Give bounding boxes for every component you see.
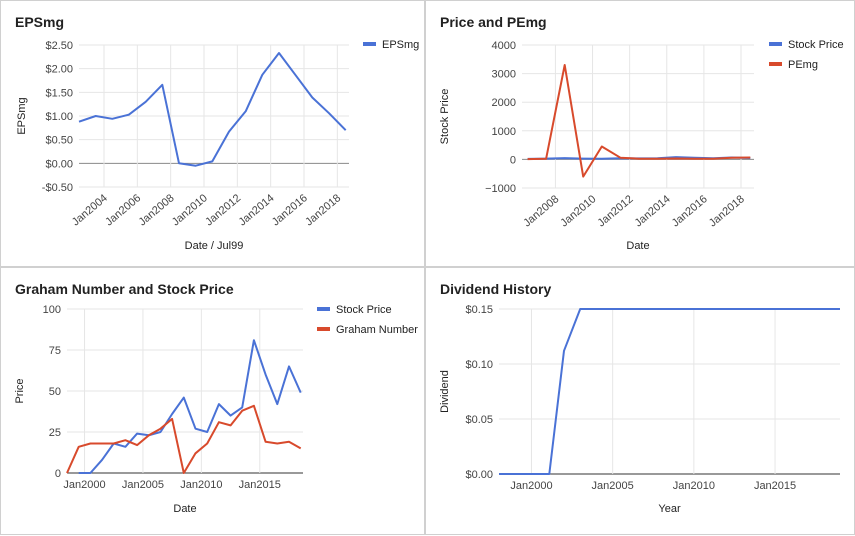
x-tick-label: Jan2018	[707, 193, 747, 229]
y-tick-label: 3000	[492, 69, 516, 81]
x-axis-title: Date / Jul99	[185, 240, 244, 252]
series-line	[78, 52, 347, 167]
legend-swatch	[769, 42, 782, 46]
y-tick-label: -$0.50	[42, 182, 73, 194]
x-tick-label: Jan2005	[592, 480, 634, 492]
price-pemg-chart: −100001000200030004000Jan2008Jan2010Jan2…	[439, 39, 844, 252]
x-tick-label: Jan2010	[673, 480, 715, 492]
y-tick-label: 0	[510, 154, 516, 166]
chart-title: EPSmg	[15, 14, 65, 30]
y-tick-label: 0	[55, 468, 61, 480]
chart-title: Dividend History	[440, 281, 552, 297]
y-axis-title: Dividend	[439, 370, 451, 413]
x-axis-title: Date	[626, 240, 649, 252]
x-tick-label: Jan2005	[122, 479, 164, 491]
x-tick-label: Jan2010	[180, 479, 222, 491]
y-axis-title: Price	[14, 378, 26, 403]
x-tick-label: Jan2010	[170, 192, 210, 228]
x-tick-label: Jan2000	[63, 479, 105, 491]
y-tick-label: $1.00	[45, 111, 73, 123]
y-tick-label: 75	[49, 345, 61, 357]
legend-label: EPSmg	[382, 39, 419, 51]
y-tick-label: $0.15	[465, 304, 493, 316]
x-tick-label: Jan2004	[70, 192, 110, 228]
y-tick-label: $2.00	[45, 64, 73, 76]
y-tick-label: $2.50	[45, 40, 73, 52]
series-line	[78, 339, 302, 474]
y-tick-label: $0.50	[45, 135, 73, 147]
epsmg-chart-panel: EPSmg -$0.50 $0.00 $0.50 $1.00 $1.50 $2.00 $2.…	[0, 0, 425, 267]
x-tick-label: Jan2015	[754, 480, 796, 492]
y-tick-label: $0.05	[465, 414, 493, 426]
legend-label: Graham Number	[336, 324, 418, 336]
legend-swatch	[363, 42, 376, 46]
y-tick-label: 100	[43, 304, 61, 316]
chart-title: Graham Number and Stock Price	[15, 281, 234, 297]
y-tick-label: 4000	[492, 40, 516, 52]
y-tick-label: −1000	[485, 183, 516, 195]
chart-title: Price and PEmg	[440, 14, 547, 30]
y-tick-label: $0.10	[465, 359, 493, 371]
x-axis-title: Date	[173, 503, 196, 515]
series-line	[499, 308, 840, 475]
x-tick-label: Jan2014	[237, 192, 277, 228]
y-tick-label: 25	[49, 427, 61, 439]
price-pemg-chart-panel: Price and PEmg −1000 0 1000 2000 3000 4000 Jan…	[425, 0, 855, 267]
y-tick-label: 50	[49, 386, 61, 398]
dividend-history-chart-panel: Dividend History $0.00 $0.05 $0.10 $0.15 Jan…	[425, 267, 855, 535]
x-tick-label: Jan2000	[510, 480, 552, 492]
graham-number-chart-panel: Graham Number and Stock Price 0 25 50 75 100…	[0, 267, 425, 535]
epsmg-chart: -$0.50 $0.00 $0.50 $1.00 $1.50 $2.00 $2.50 Jan2…	[16, 39, 419, 252]
y-tick-label: $1.50	[45, 87, 73, 99]
x-tick-label: Jan2014	[633, 193, 673, 229]
y-axis-title: EPSmg	[16, 97, 28, 134]
x-tick-label: Jan2015	[239, 479, 281, 491]
x-tick-label: Jan2016	[270, 192, 310, 228]
y-tick-label: 1000	[492, 126, 516, 138]
x-tick-label: Jan2016	[670, 193, 710, 229]
series-line	[527, 64, 751, 178]
legend-label: Stock Price	[788, 39, 844, 51]
x-tick-label: Jan2018	[303, 192, 343, 228]
x-tick-label: Jan2012	[203, 192, 243, 228]
legend-swatch	[317, 327, 330, 331]
x-tick-label: Jan2008	[137, 192, 177, 228]
series-line	[66, 404, 302, 474]
x-tick-label: Jan2012	[596, 193, 636, 229]
legend-label: PEmg	[788, 59, 818, 71]
dividend-history-chart: $0.00 $0.05 $0.10 $0.15 Jan2000 Jan2005 Jan201…	[439, 304, 840, 515]
x-tick-label: Jan2008	[521, 193, 561, 229]
legend-swatch	[769, 62, 782, 66]
graham-number-chart: 0 25 50 75 100 Jan2000 Jan2005 Jan2010 Jan2015 Da…	[14, 304, 418, 515]
legend-swatch	[317, 307, 330, 311]
y-axis-title: Stock Price	[439, 89, 451, 145]
y-tick-label: $0.00	[465, 469, 493, 481]
y-tick-label: 2000	[492, 97, 516, 109]
legend-label: Stock Price	[336, 304, 392, 316]
y-tick-label: $0.00	[45, 158, 73, 170]
x-tick-label: Jan2010	[558, 193, 598, 229]
x-tick-label: Jan2006	[103, 192, 143, 228]
x-axis-title: Year	[658, 503, 681, 515]
